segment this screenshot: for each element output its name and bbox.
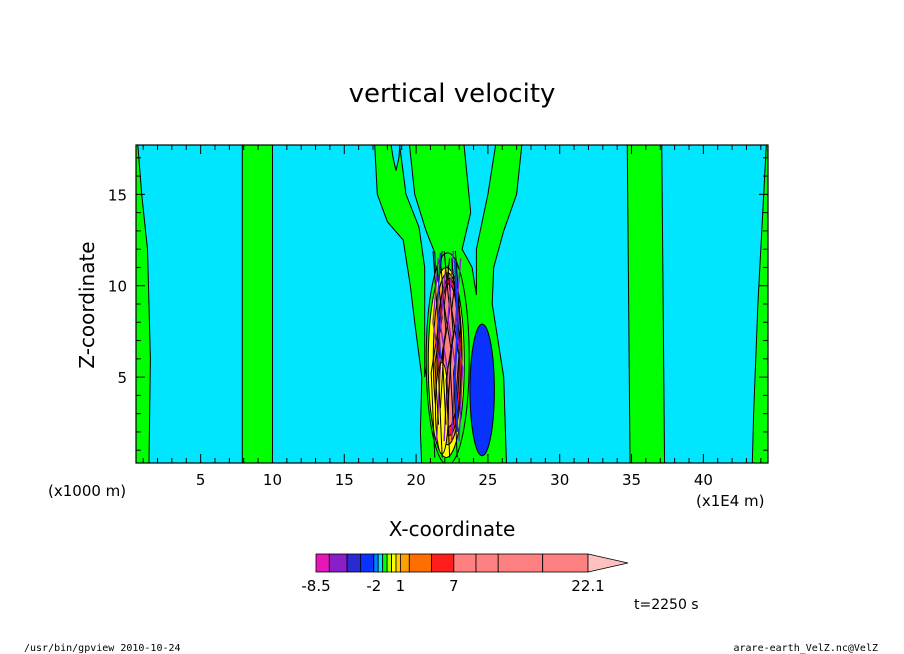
region-band-x8-10	[241, 145, 273, 463]
x-tick-label: 35	[622, 471, 641, 489]
x-scale-note: (x1E4 m)	[696, 492, 765, 510]
colorbar-label: -2	[366, 577, 381, 595]
colorbar-cell	[475, 553, 499, 573]
x-tick-label: 20	[407, 471, 426, 489]
y-tick-label: 10	[108, 278, 127, 296]
region-left-edge-band	[136, 145, 151, 463]
y-axis-label: Z-coordinate	[75, 241, 99, 368]
x-tick-label: 5	[196, 471, 206, 489]
y-tick-label: 15	[108, 186, 127, 204]
x-tick-label: 15	[335, 471, 354, 489]
colorbar-cell	[328, 553, 348, 573]
colorbar-cell	[346, 553, 361, 573]
region-downdraft-x24.6	[469, 323, 495, 457]
colorbar-cell	[453, 553, 477, 573]
colorbar-cell	[542, 553, 589, 573]
x-tick-label: 30	[550, 471, 569, 489]
region-plume-hole-right	[461, 145, 497, 295]
colorbar-cell	[395, 553, 401, 573]
colorbar-label: 22.1	[571, 577, 604, 595]
footer-right-note: arare-earth_VelZ.nc@VelZ	[734, 643, 879, 654]
x-tick-label: 10	[263, 471, 282, 489]
colorbar-extend-arrow	[587, 553, 629, 573]
colorbar-label: 7	[449, 577, 459, 595]
x-axis-label: X-coordinate	[389, 517, 516, 541]
colorbar-cell	[431, 553, 455, 573]
colorbar-cell	[373, 553, 379, 573]
colorbar-cell	[386, 553, 392, 573]
colorbar-cell	[408, 553, 432, 573]
colorbar-cell	[377, 553, 384, 573]
colorbar-label: 1	[396, 577, 406, 595]
y-tick-label: 5	[117, 369, 127, 387]
chart-title: vertical velocity	[349, 79, 556, 109]
region-right-edge-band	[751, 145, 768, 463]
axes: 5 10 15 20 25 30 35 40 5 10 15	[108, 144, 769, 489]
colorbar-label: -8.5	[301, 577, 330, 595]
footer-left-note: /usr/bin/gpview 2010-10-24	[24, 643, 181, 654]
region-band-x35-37	[626, 145, 666, 463]
colorbar-cell	[399, 553, 410, 573]
x-unit-label: (x1000 m)	[48, 482, 126, 500]
x-tick-label: 25	[478, 471, 497, 489]
colorbar-cell	[497, 553, 544, 573]
updraft-contour-lines	[430, 250, 464, 458]
colorbar-cell	[382, 553, 388, 573]
colorbar: -8.5 -2 1 7 22.1	[301, 553, 629, 595]
x-tick-label: 40	[694, 471, 713, 489]
colorbar-cell	[315, 553, 330, 573]
colorbar-cell	[359, 553, 375, 573]
plot-area	[136, 145, 768, 463]
colorbar-cell	[391, 553, 397, 573]
time-label: t=2250 s	[634, 597, 699, 613]
region-notch	[390, 145, 401, 171]
region-downdraft-streak	[453, 260, 459, 432]
